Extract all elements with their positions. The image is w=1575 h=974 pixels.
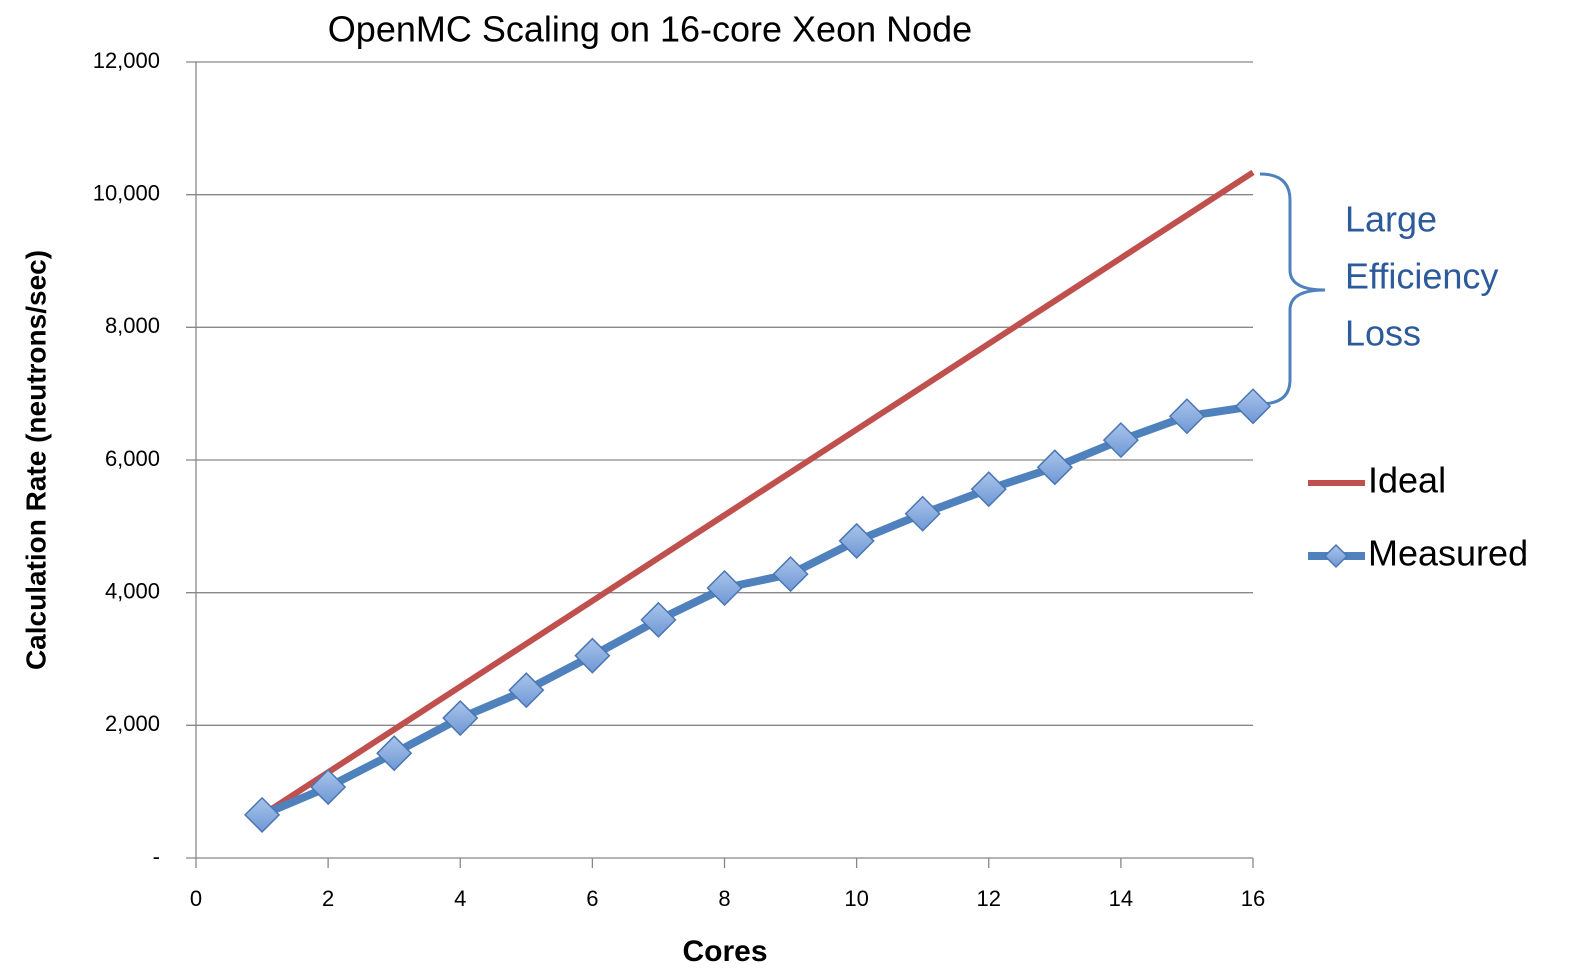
y-tick-label: - [153,844,160,869]
marker [1168,398,1205,435]
y-tick-label: 10,000 [93,180,160,205]
marker [244,796,281,833]
x-tick-label: 16 [1241,886,1265,911]
brace [1259,172,1326,406]
annotation: Loss [1345,313,1421,354]
legend-marker [1323,543,1349,569]
marker [640,601,677,638]
annotation: Large [1345,199,1437,240]
y-tick-label: 6,000 [105,446,160,471]
marker [508,672,545,709]
y-axis-title: Calculation Rate (neutrons/sec) [20,250,51,670]
marker [772,556,809,593]
legend-label: Ideal [1368,460,1446,501]
marker [376,735,413,772]
x-tick-label: 8 [718,886,730,911]
y-tick-label: 2,000 [105,711,160,736]
x-tick-label: 10 [844,886,868,911]
marker [310,768,347,806]
x-tick-label: 2 [322,886,334,911]
x-tick-label: 12 [977,886,1001,911]
marker [1234,388,1272,425]
annotation: Efficiency [1345,256,1498,297]
chart-title: OpenMC Scaling on 16-core Xeon Node [328,9,972,50]
series-line [260,402,1254,819]
series-line [260,169,1255,818]
x-axis-title: Cores [682,935,767,968]
marker [706,569,743,607]
y-tick-label: 4,000 [105,578,160,603]
legend-label: Measured [1368,533,1528,574]
marker [970,471,1007,508]
marker [1036,449,1073,486]
y-tick-label: 12,000 [93,48,160,73]
y-tick-label: 8,000 [105,313,160,338]
marker [442,699,479,737]
x-tick-label: 4 [454,886,466,911]
marker [574,637,611,674]
marker [838,522,875,559]
x-tick-label: 0 [190,886,202,911]
marker [904,495,941,532]
x-tick-label: 14 [1109,886,1133,911]
marker [1102,422,1139,459]
x-tick-label: 6 [586,886,598,911]
